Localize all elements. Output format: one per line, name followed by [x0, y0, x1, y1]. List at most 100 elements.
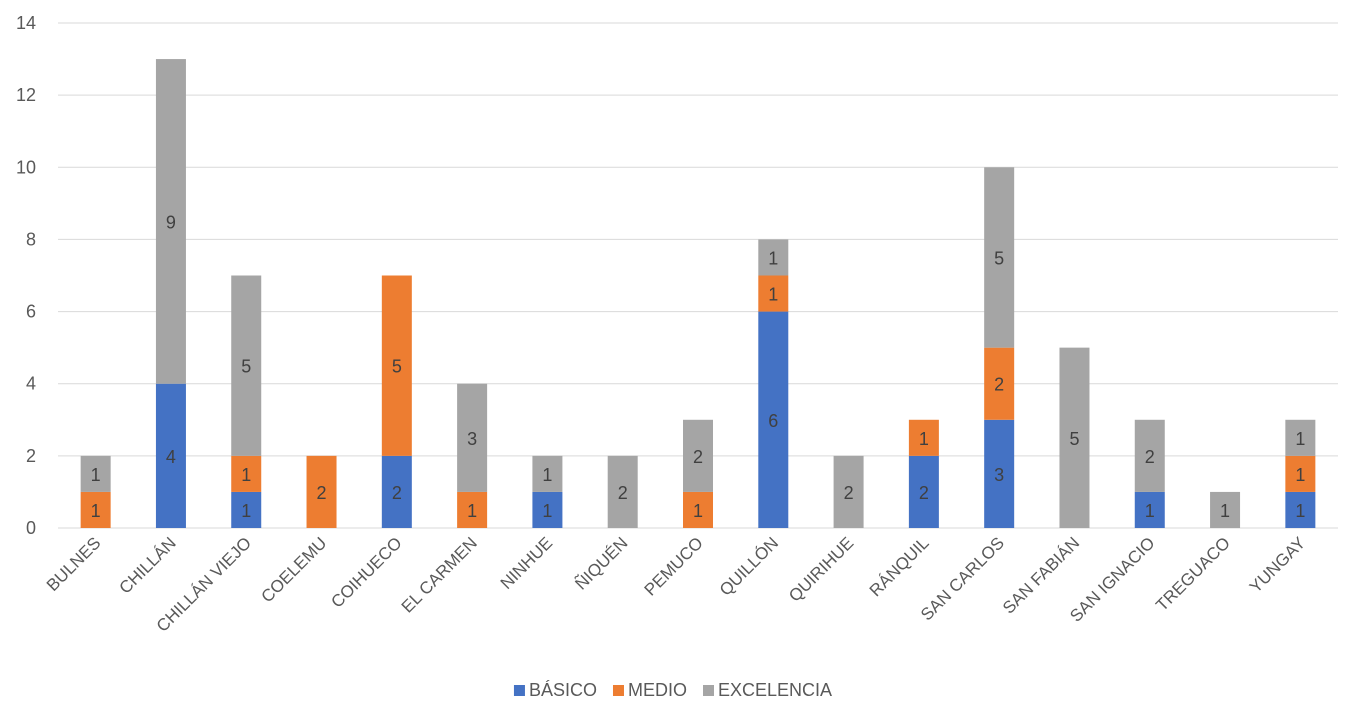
x-category-label: BULNES [43, 533, 105, 595]
x-category-label: QUILLÓN [716, 533, 782, 599]
data-label: 5 [1069, 429, 1079, 449]
x-category-label: COELEMU [257, 533, 330, 606]
bar-segment [683, 491, 713, 528]
bar-segment [532, 455, 563, 492]
bar-segment [231, 275, 262, 456]
legend-label: MEDIO [628, 680, 687, 700]
data-label: 3 [994, 465, 1004, 485]
bar-segment [1210, 491, 1241, 528]
bar-segment [607, 455, 638, 528]
bar-segment [758, 239, 789, 276]
data-label: 1 [768, 285, 778, 305]
data-label: 1 [467, 501, 477, 521]
data-label: 3 [467, 429, 477, 449]
bar-segment [984, 167, 1015, 348]
data-label: 2 [994, 375, 1004, 395]
bar-segment [1285, 491, 1316, 528]
data-label: 2 [392, 483, 402, 503]
data-label: 1 [241, 465, 251, 485]
y-tick-label: 14 [16, 13, 36, 33]
bar-segment [1059, 347, 1090, 528]
bar-segment [758, 311, 789, 528]
bar-segment [231, 455, 262, 492]
y-tick-label: 6 [26, 302, 36, 322]
bar-segment [1134, 491, 1165, 528]
x-category-label: YUNGAY [1246, 533, 1309, 596]
x-category-label: SAN FABIÁN [999, 533, 1083, 617]
gridlines [58, 22, 1338, 529]
data-labels: 1 1 4 9 1 1 5 2 2 5 1 3 1 1 2 1 2 6 1 1 2 2 1 3 2 5 5 1 2 1 1 1 1 [91, 212, 1306, 521]
data-label: 5 [994, 248, 1004, 268]
bar-segment [984, 419, 1015, 528]
legend-label: BÁSICO [529, 680, 597, 700]
legend-swatch [703, 685, 714, 696]
bars [80, 59, 1316, 528]
data-label: 1 [693, 501, 703, 521]
legend-item: BÁSICO [513, 680, 597, 700]
bar-segment [155, 383, 186, 528]
data-label: 2 [1145, 447, 1155, 467]
y-tick-label: 12 [16, 85, 36, 105]
bar-segment [758, 275, 789, 312]
y-tick-label: 10 [16, 157, 36, 177]
data-label: 1 [542, 465, 552, 485]
bar-segment [908, 455, 939, 528]
data-label: 6 [768, 411, 778, 431]
bar-segment [457, 383, 488, 492]
x-category-label: QUIRIHUE [785, 533, 857, 605]
bar-segment [833, 455, 864, 528]
data-label: 1 [241, 501, 251, 521]
x-category-label: CHILLÁN [116, 533, 180, 597]
x-category-label: NINHUE [497, 533, 557, 593]
bar-segment [381, 275, 412, 456]
bar-segment [80, 491, 111, 528]
data-label: 1 [542, 501, 552, 521]
bar-segment [532, 491, 563, 528]
data-label: 1 [91, 465, 101, 485]
x-category-label: EL CARMEN [398, 533, 481, 616]
data-label: 1 [1145, 501, 1155, 521]
legend-swatch [513, 685, 525, 696]
data-label: 5 [392, 357, 402, 377]
data-label: 2 [317, 483, 327, 503]
y-axis-ticks: 0 2 4 6 8 10 12 14 [16, 13, 36, 538]
bar-segment [683, 419, 713, 492]
legend-item: MEDIO [612, 680, 687, 700]
legend-item: EXCELENCIA [703, 680, 832, 700]
bar-segment [457, 491, 488, 528]
data-label: 2 [844, 483, 854, 503]
data-label: 2 [919, 483, 929, 503]
x-category-label: COIHUECO [327, 533, 405, 611]
data-label: 1 [1295, 501, 1305, 521]
bar-segment [1285, 419, 1316, 456]
legend-swatch [612, 685, 624, 696]
bar-segment [1285, 455, 1316, 492]
x-category-label: ÑIQUÉN [571, 533, 631, 593]
y-tick-label: 2 [26, 446, 36, 466]
x-category-label: TREGUACO [1152, 533, 1234, 615]
data-label: 1 [1295, 465, 1305, 485]
y-tick-label: 8 [26, 229, 36, 249]
bar-segment [908, 419, 939, 456]
bar-segment [80, 455, 111, 492]
bar-segment [381, 455, 412, 528]
legend: BÁSICO MEDIO EXCELENCIA [513, 680, 832, 700]
bar-segment [231, 491, 262, 528]
bar-segment [984, 347, 1015, 420]
y-tick-label: 0 [26, 518, 36, 538]
data-label: 1 [91, 501, 101, 521]
data-label: 1 [768, 248, 778, 268]
bar-segment [1134, 419, 1165, 492]
data-label: 1 [1295, 429, 1305, 449]
bar-segment [306, 455, 337, 528]
y-tick-label: 4 [26, 374, 36, 394]
x-category-label: RÁNQUIL [866, 533, 933, 600]
data-label: 2 [693, 447, 703, 467]
bar-segment [155, 59, 186, 384]
data-label: 2 [618, 483, 628, 503]
x-category-label: PEMUCO [641, 533, 707, 599]
legend-label: EXCELENCIA [718, 680, 832, 700]
